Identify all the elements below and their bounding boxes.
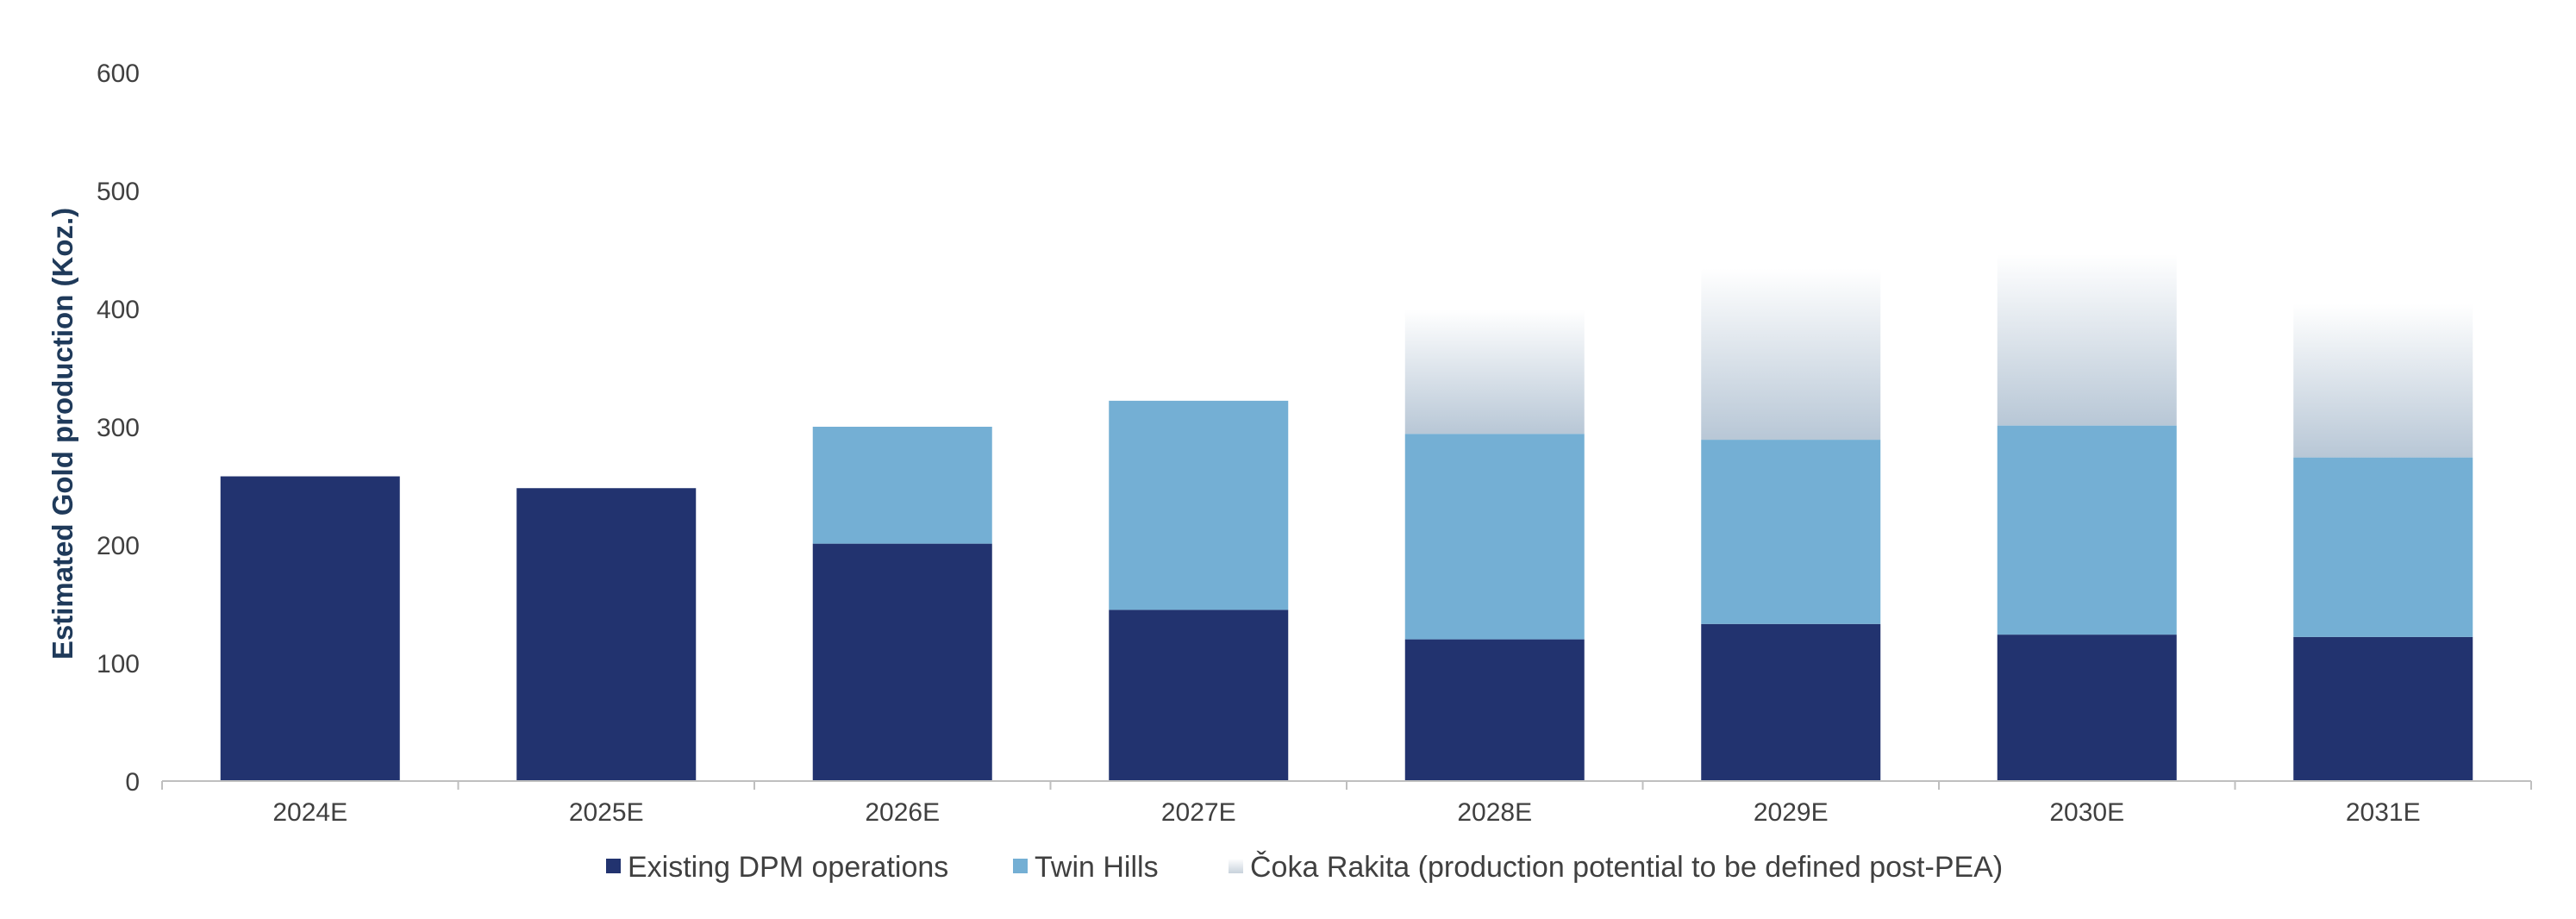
bar-twin-hills-2027E [1109,400,1289,610]
bar-twin-hills-2029E [1701,440,1881,624]
x-tick-label: 2029E [1754,798,1829,827]
y-tick-label: 500 [97,178,140,206]
y-tick-label: 100 [97,650,140,678]
bar-existing-dpm-2028E [1404,639,1585,781]
y-tick-label: 400 [97,296,140,324]
y-tick-label: 0 [125,768,140,797]
x-tick-label: 2028E [1457,798,1532,827]
bars-group [220,253,2473,781]
bar-twin-hills-2030E [1997,425,2177,635]
x-tick-label: 2025E [569,798,644,827]
legend-label: Existing DPM operations [628,851,948,884]
x-tick-label: 2024E [272,798,347,827]
x-axis: 2024E 2025E 2026E 2027E 2028E 2029E 2030E 2031E [161,781,2532,827]
legend-swatch [1013,859,1028,873]
bar-existing-dpm-2029E [1701,623,1881,781]
x-tick-label: 2026E [865,798,940,827]
bar-twin-hills-2031E [2293,457,2473,637]
bar-coka-rakita-2029E [1701,268,1881,441]
x-tick-label: 2030E [2049,798,2124,827]
legend: Existing DPM operations Twin Hills Čoka Ra… [606,851,2003,884]
y-tick-label: 300 [97,414,140,442]
legend-label: Čoka Rakita (production potential to be … [1250,851,2003,884]
y-axis: 0 100 200 300 400 500 600 [97,59,140,797]
legend-label: Twin Hills [1035,851,1159,884]
bar-existing-dpm-2024E [220,476,400,781]
bar-coka-rakita-2031E [2293,303,2473,458]
y-tick-label: 200 [97,532,140,560]
legend-swatch [606,859,621,873]
bar-existing-dpm-2030E [1997,635,2177,781]
bar-existing-dpm-2027E [1109,610,1289,781]
bar-coka-rakita-2030E [1997,253,2177,426]
bar-existing-dpm-2025E [516,488,697,781]
x-tick-label: 2031E [2346,798,2421,827]
x-tick-label: 2027E [1161,798,1236,827]
bar-twin-hills-2028E [1404,434,1585,640]
y-axis-title: Estimated Gold production (Koz.) [47,208,78,660]
y-tick-label: 600 [97,59,140,88]
legend-swatch [1229,859,1243,873]
bar-coka-rakita-2028E [1404,309,1585,434]
bar-existing-dpm-2031E [2293,636,2473,781]
bar-existing-dpm-2026E [812,543,992,781]
bar-twin-hills-2026E [812,427,992,544]
